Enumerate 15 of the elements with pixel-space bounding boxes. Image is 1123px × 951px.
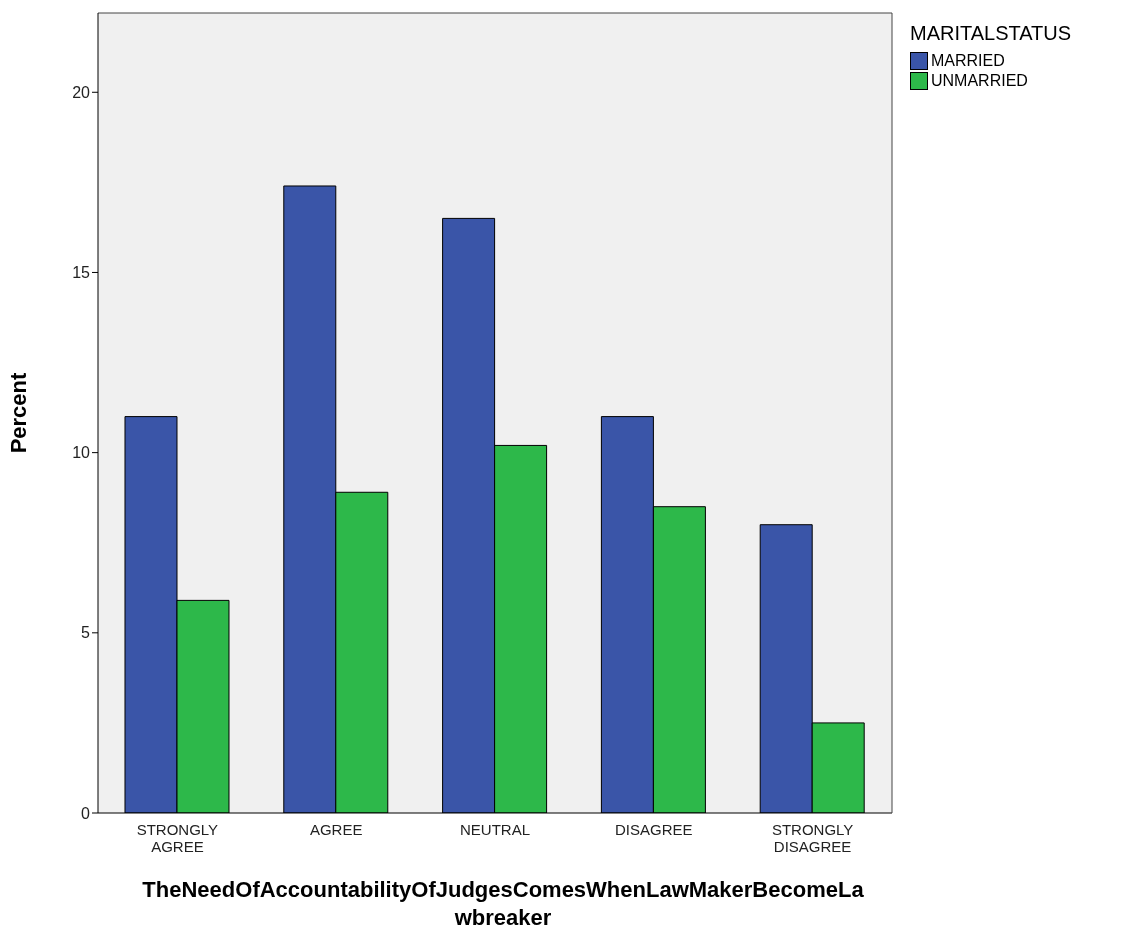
x-tick-label: NEUTRAL	[459, 821, 531, 838]
legend-label: UNMARRIED	[931, 72, 1028, 90]
x-tick-label: STRONGLY DISAGREE	[771, 821, 854, 855]
x-tick-label: STRONGLY AGREE	[136, 821, 219, 855]
legend-title: MARITALSTATUS	[910, 22, 1072, 45]
y-tick-label: 10	[72, 444, 91, 462]
y-tick-label: 15	[72, 264, 91, 282]
x-tick-label: DISAGREE	[615, 821, 693, 838]
x-tick-label: AGREE	[309, 821, 363, 838]
y-tick-label: 0	[81, 804, 91, 822]
legend-label: MARRIED	[931, 52, 1005, 70]
y-tick-label: 20	[72, 83, 91, 101]
x-axis-title: TheNeedOfAccountabilityOfJudgesComesWhenLawMakerBecomeLawbreaker	[141, 876, 865, 932]
y-tick-label: 5	[81, 624, 91, 642]
y-axis-title: Percent	[5, 371, 31, 454]
